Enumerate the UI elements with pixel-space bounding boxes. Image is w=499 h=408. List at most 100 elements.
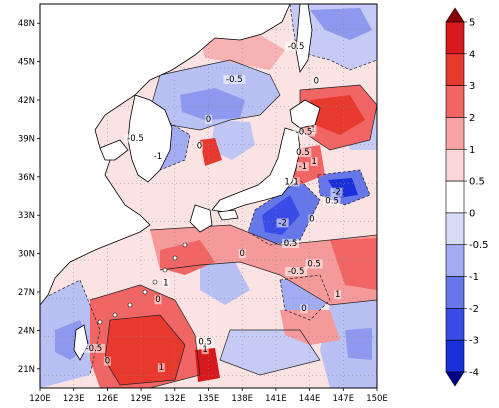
contour-label-bg	[276, 218, 289, 228]
lat-tick-label: 33N	[18, 211, 35, 221]
map-panel: -0.5-0.500-0.5-101-0.510.5-111-20.50-20.…	[40, 4, 377, 388]
lon-tick-label: 129E	[130, 394, 152, 404]
lat-tick-label: 48N	[18, 19, 35, 29]
contour-label: 0	[197, 142, 202, 152]
colorbar-level-label: 0.5	[469, 177, 485, 188]
lon-tick-label: 123E	[63, 394, 85, 404]
contour-label: -0.5	[288, 267, 305, 277]
negative-anomaly-regions	[40, 4, 377, 388]
lat-tick-label: 24N	[18, 326, 35, 336]
lon-tick-label: 135E	[198, 394, 220, 404]
contour-label-bg	[300, 304, 308, 314]
contour-label: 0.5	[307, 259, 321, 269]
lat-tick-label: 45N	[18, 58, 35, 68]
contour-label: 1	[293, 177, 298, 187]
lat-tick-label: 42N	[18, 96, 35, 106]
contour-label: 0.5	[325, 197, 339, 207]
colorbar-swatch	[445, 7, 465, 23]
lon-tick-label: 150E	[366, 394, 388, 404]
shikoku	[217, 209, 239, 221]
contour-label-bg	[296, 162, 309, 172]
contour-label-bg	[205, 114, 212, 124]
contour-label-bg	[285, 41, 308, 51]
contour-label: 1	[311, 157, 316, 167]
lon-tick-label: 132E	[164, 394, 186, 404]
contour-label-bg	[294, 148, 312, 158]
contour-label-bg	[196, 337, 214, 347]
lon-tick-label: 138E	[231, 394, 253, 404]
colorbar-level-label: 0	[469, 208, 475, 219]
colorbar-level-label: 2	[469, 113, 475, 124]
ryukyu-islands	[97, 242, 188, 325]
colorbar-level-label: -0.5	[469, 240, 489, 251]
contour-label: -0.5	[288, 42, 305, 52]
contour-label: -2	[332, 188, 340, 198]
colorbar-swatch	[445, 244, 465, 277]
colorbar-swatch	[445, 21, 465, 55]
colorbar-level-label: -4	[469, 368, 479, 379]
lon-tick-label: 126E	[97, 394, 119, 404]
lat-tick-label: 30N	[18, 250, 35, 260]
contour-label: -1	[154, 152, 162, 162]
contour-label-bg	[103, 356, 111, 366]
contour-label: -0.5	[127, 134, 144, 144]
colorbar-swatch	[445, 180, 465, 214]
contour-label-bg	[323, 196, 341, 206]
contour-label: 0	[206, 115, 211, 125]
contour-label-bg	[238, 249, 246, 259]
contour-label-bg	[157, 363, 165, 373]
contour-label: 1	[159, 363, 164, 373]
colorbar-swatch	[445, 85, 465, 118]
colorbar-level-label: -2	[469, 304, 479, 315]
contour-label: 0	[239, 249, 244, 259]
colorbar-swatch	[445, 339, 465, 373]
contour-label: -0.5	[296, 128, 313, 138]
shandong	[99, 139, 129, 161]
contour-label: 1	[163, 279, 168, 289]
contour-label: 0	[155, 295, 160, 305]
lat-tick-label: 39N	[18, 134, 35, 144]
contour-label-bg	[154, 295, 162, 305]
kyushu	[189, 204, 213, 233]
colorbar-swatch	[445, 53, 465, 86]
colorbar-swatch	[445, 212, 465, 246]
lat-tick-label: 36N	[18, 173, 35, 183]
contour-label-bg	[334, 290, 342, 300]
colorbar-level-label: -3	[469, 336, 479, 347]
contour-label-bg	[292, 127, 315, 137]
lat-tick-label: 27N	[18, 288, 35, 298]
contour-label-bg	[308, 214, 316, 224]
contour-label: 1	[284, 177, 289, 187]
colorbar: 5 4 3 2 1 0.5 0 -0.5 -1 -2 -3 -4	[445, 7, 489, 387]
contour-label: -1	[299, 162, 307, 172]
latitude-tick-labels: 21N 24N 27N 30N 33N 36N 39N 42N 45N 48N	[18, 19, 40, 375]
contour-label-bg	[162, 278, 170, 288]
contour-label: -0.5	[226, 75, 243, 85]
lon-tick-label: 120E	[29, 394, 51, 404]
contour-label: 0	[314, 76, 319, 86]
lon-tick-label: 147E	[332, 394, 354, 404]
contour-label: 0.5	[296, 148, 310, 158]
colorbar-level-label: 5	[469, 18, 475, 29]
colorbar-swatch	[445, 308, 465, 341]
contour-label: 0	[105, 357, 110, 367]
colorbar-level-label: -1	[469, 272, 479, 283]
contour-label-bg	[283, 177, 291, 187]
contour-label-bg	[305, 259, 323, 269]
longitude-tick-labels: 120E 123E 126E 129E 132E 135E 138E 141E 144E 147E…	[29, 388, 388, 404]
contour-labels: -0.5-0.500-0.5-101-0.510.5-111-20.50-20.…	[82, 41, 343, 373]
colorbar-swatch	[445, 276, 465, 309]
contour-label: -2	[278, 218, 286, 228]
colorbar-swatch	[445, 148, 465, 182]
contour-label: -0.5	[86, 344, 103, 354]
colorbar-level-label: 1	[469, 145, 475, 156]
lon-tick-label: 144E	[299, 394, 321, 404]
contour-label-bg	[285, 267, 308, 277]
contour-label: 1	[202, 345, 207, 355]
contour-label: 0	[301, 304, 306, 314]
contour-label-bg	[310, 157, 318, 166]
contour-label: 0	[309, 215, 314, 225]
colorbar-swatch	[445, 117, 465, 150]
contour-label: 1	[335, 290, 340, 300]
contour-label-bg	[292, 177, 300, 187]
